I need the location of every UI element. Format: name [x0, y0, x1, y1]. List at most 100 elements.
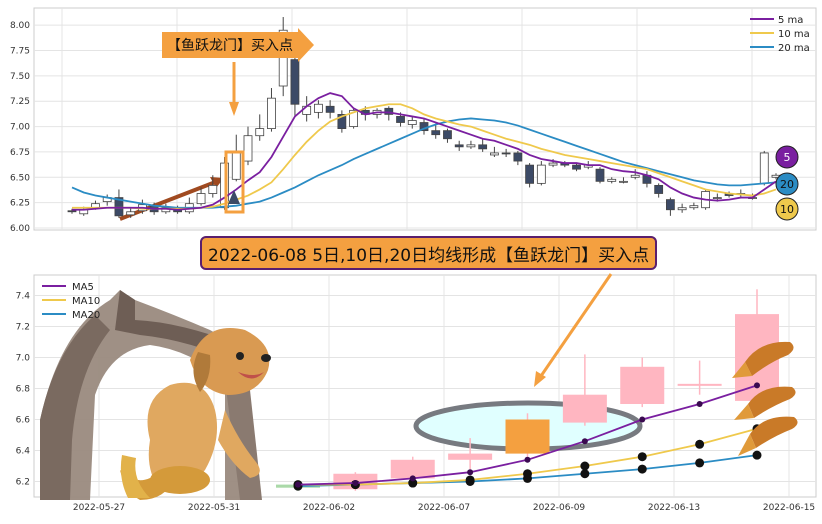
p1-candle — [595, 167, 605, 184]
p1-candle-body — [654, 184, 664, 194]
p1-candle — [513, 150, 523, 166]
p2-ma5-point — [754, 382, 760, 389]
p2-ma5-point — [524, 456, 531, 463]
p1-candle-body — [454, 144, 464, 148]
p2-ma5-point — [352, 480, 359, 487]
p2-ma10-point — [465, 475, 475, 485]
p2-xtick: 2022-06-15 — [763, 503, 815, 513]
p1-candle-body — [243, 135, 253, 162]
p2-candle-body — [390, 459, 435, 479]
p1-candle-body — [290, 59, 300, 105]
p1-candle-body — [712, 197, 722, 199]
p1-candle — [196, 187, 206, 206]
p1-candle-body — [337, 114, 347, 130]
p1-candle-body — [572, 164, 581, 170]
p1-candle — [114, 189, 124, 218]
p2-ma10-point — [408, 478, 418, 488]
p1-candle-body — [443, 130, 452, 140]
p1-candle-body — [67, 210, 77, 213]
p2-candle — [620, 357, 665, 408]
p2-ma5-point — [467, 469, 474, 476]
p2-candle — [505, 413, 550, 457]
p1-candle — [536, 161, 546, 186]
p1-candle — [255, 114, 265, 141]
p2-ma10-point — [580, 461, 590, 471]
p1-candle — [407, 116, 417, 129]
p2-candle-body — [562, 394, 607, 423]
p2-ytick: 6.2 — [16, 478, 30, 488]
koi-fish-1 — [732, 341, 794, 378]
p1-ytick: 7.00 — [10, 123, 30, 133]
p2-xtick: 2022-06-02 — [303, 503, 355, 513]
p1-candle — [689, 202, 699, 210]
badge-20-label: 20 — [780, 178, 794, 191]
p2-ma5-point — [409, 475, 416, 482]
p1-candle-body — [196, 193, 206, 205]
p1-candle-body — [536, 164, 546, 184]
p1-ytick: 7.25 — [10, 97, 30, 107]
p1-ytick: 7.75 — [10, 47, 30, 57]
p2-ma20-point — [695, 458, 705, 468]
p1-candle — [478, 138, 488, 152]
p1-candle-body — [489, 152, 499, 156]
p1-candle-body — [677, 207, 687, 211]
p2-ma20-point — [637, 464, 647, 474]
p1-candle — [501, 148, 511, 157]
badge-5-label: 5 — [784, 151, 791, 164]
p1-candle — [454, 140, 464, 151]
p1-candle — [607, 177, 617, 184]
p1-candle-body — [114, 197, 124, 217]
panel1-y-tick-labels: 6.00 6.25 6.50 6.75 7.00 7.25 7.50 7.75 8.00 — [10, 21, 30, 234]
highlight-triangle — [228, 190, 240, 204]
p2-ma5-point — [639, 416, 646, 423]
p1-candle-body — [231, 150, 241, 180]
p1-candle — [666, 197, 675, 216]
p2-ytick: 7.2 — [16, 323, 30, 333]
p1-candle — [619, 177, 628, 184]
p2-ma5-point — [295, 481, 301, 488]
legend2-ma10: MA10 — [72, 296, 100, 307]
p1-ytick: 6.75 — [10, 148, 30, 158]
p2-xtick: 2022-06-09 — [533, 503, 586, 513]
p1-ytick: 6.50 — [10, 173, 30, 183]
p1-candle-body — [478, 144, 488, 150]
pointer-arrow-head — [534, 371, 546, 387]
p1-candle-body — [759, 152, 769, 184]
p1-ma5-line — [72, 92, 777, 211]
p2-ma5-point — [696, 401, 703, 407]
pointer-arrow — [539, 273, 613, 377]
p1-candle-body — [513, 152, 523, 162]
p2-candle-body — [505, 419, 550, 454]
p2-candle-body — [620, 366, 665, 404]
p2-ma10-point — [637, 452, 647, 462]
p1-ytick: 8.00 — [10, 21, 30, 31]
p1-candle-body — [302, 105, 312, 115]
badge-10-label: 10 — [780, 203, 794, 216]
p1-candle — [572, 163, 581, 172]
panel1-ma-lines — [71, 92, 777, 211]
panel2-y-tick-labels: 6.2 6.4 6.6 6.8 7.0 7.2 7.4 — [16, 292, 31, 488]
p1-candle-body — [255, 128, 265, 137]
p1-candle-body — [325, 105, 335, 113]
p1-candle-body — [313, 103, 323, 113]
p1-candle-body — [630, 174, 640, 178]
banner-text: 2022-06-08 5日,10日,20日均线形成【鱼跃龙门】买入点 — [208, 245, 650, 266]
p1-ma20-line — [71, 117, 777, 209]
trend-arrow — [119, 179, 219, 221]
p1-candle — [630, 169, 640, 180]
legend2-ma20: MA20 — [72, 310, 100, 321]
p1-candle-body — [619, 180, 628, 183]
dog-mermaid-illustration — [120, 328, 271, 500]
legend2-ma5: MA5 — [72, 282, 94, 293]
signal-banner: 2022-06-08 5日,10日,20日均线形成【鱼跃龙门】买入点 — [200, 236, 658, 270]
legend1-ma20: 20 ma — [778, 43, 810, 54]
p1-candle — [489, 146, 499, 157]
p2-ma20-point — [752, 450, 762, 460]
p2-candle — [677, 360, 722, 395]
p2-ytick: 7.0 — [16, 354, 31, 364]
highlight-box — [224, 150, 245, 214]
p2-ma5-point — [581, 438, 588, 445]
badge-10 — [775, 197, 799, 221]
